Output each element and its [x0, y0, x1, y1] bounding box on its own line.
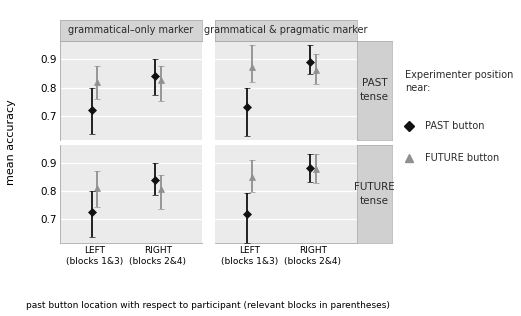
Text: PAST button: PAST button: [425, 121, 485, 131]
Text: grammatical & pragmatic marker: grammatical & pragmatic marker: [204, 25, 368, 35]
Text: FUTURE button: FUTURE button: [425, 153, 500, 163]
Text: mean accuracy: mean accuracy: [6, 99, 17, 185]
Text: FUTURE
tense: FUTURE tense: [354, 182, 395, 206]
Text: past button location with respect to participant (relevant blocks in parentheses: past button location with respect to par…: [27, 301, 390, 310]
Text: PAST
tense: PAST tense: [360, 78, 389, 102]
Text: Experimenter position
near:: Experimenter position near:: [405, 70, 514, 93]
Text: grammatical–only marker: grammatical–only marker: [68, 25, 193, 35]
